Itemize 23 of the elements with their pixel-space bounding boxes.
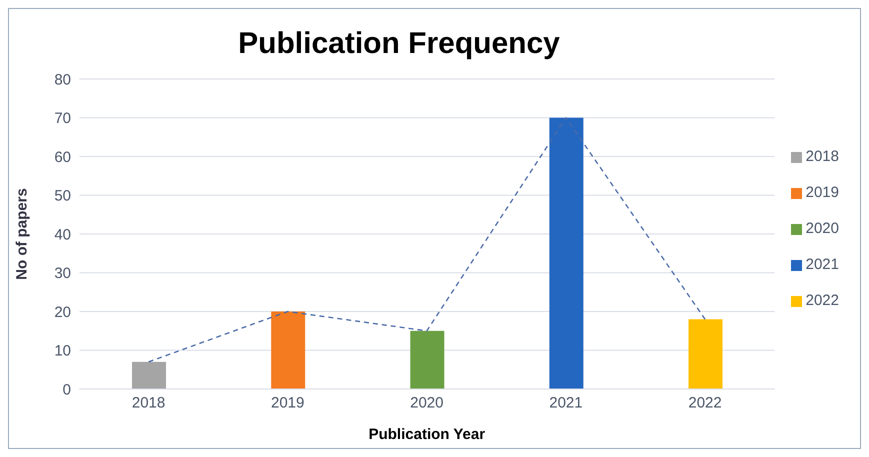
x-tick-label: 2019 xyxy=(271,394,304,412)
y-tick-label: 10 xyxy=(54,342,71,360)
x-tick-label: 2022 xyxy=(688,394,722,412)
x-tick-label: 2020 xyxy=(410,394,444,412)
legend-label: 2019 xyxy=(806,184,839,201)
legend-label: 2020 xyxy=(806,220,839,237)
y-tick-label: 60 xyxy=(54,148,71,166)
y-axis-title: No of papers xyxy=(13,188,30,280)
y-tick-label: 50 xyxy=(54,188,71,205)
legend-label: 2022 xyxy=(806,292,839,309)
y-tick-label: 20 xyxy=(54,304,71,321)
chart-title: Publication Frequency xyxy=(237,27,561,61)
y-tick-label: 80 xyxy=(54,71,71,88)
line-series xyxy=(148,117,706,363)
y-tick-label: 30 xyxy=(54,265,71,282)
x-axis-title: Publication Year xyxy=(368,426,486,443)
y-tick-label: 70 xyxy=(54,110,71,128)
x-tick-label: 2018 xyxy=(132,394,166,412)
x-tick-label: 2021 xyxy=(549,394,583,412)
y-tick-label: 0 xyxy=(62,381,71,398)
legend-label: 2021 xyxy=(806,256,839,273)
legend-label: 2018 xyxy=(806,148,839,165)
y-tick-label: 40 xyxy=(54,226,71,244)
